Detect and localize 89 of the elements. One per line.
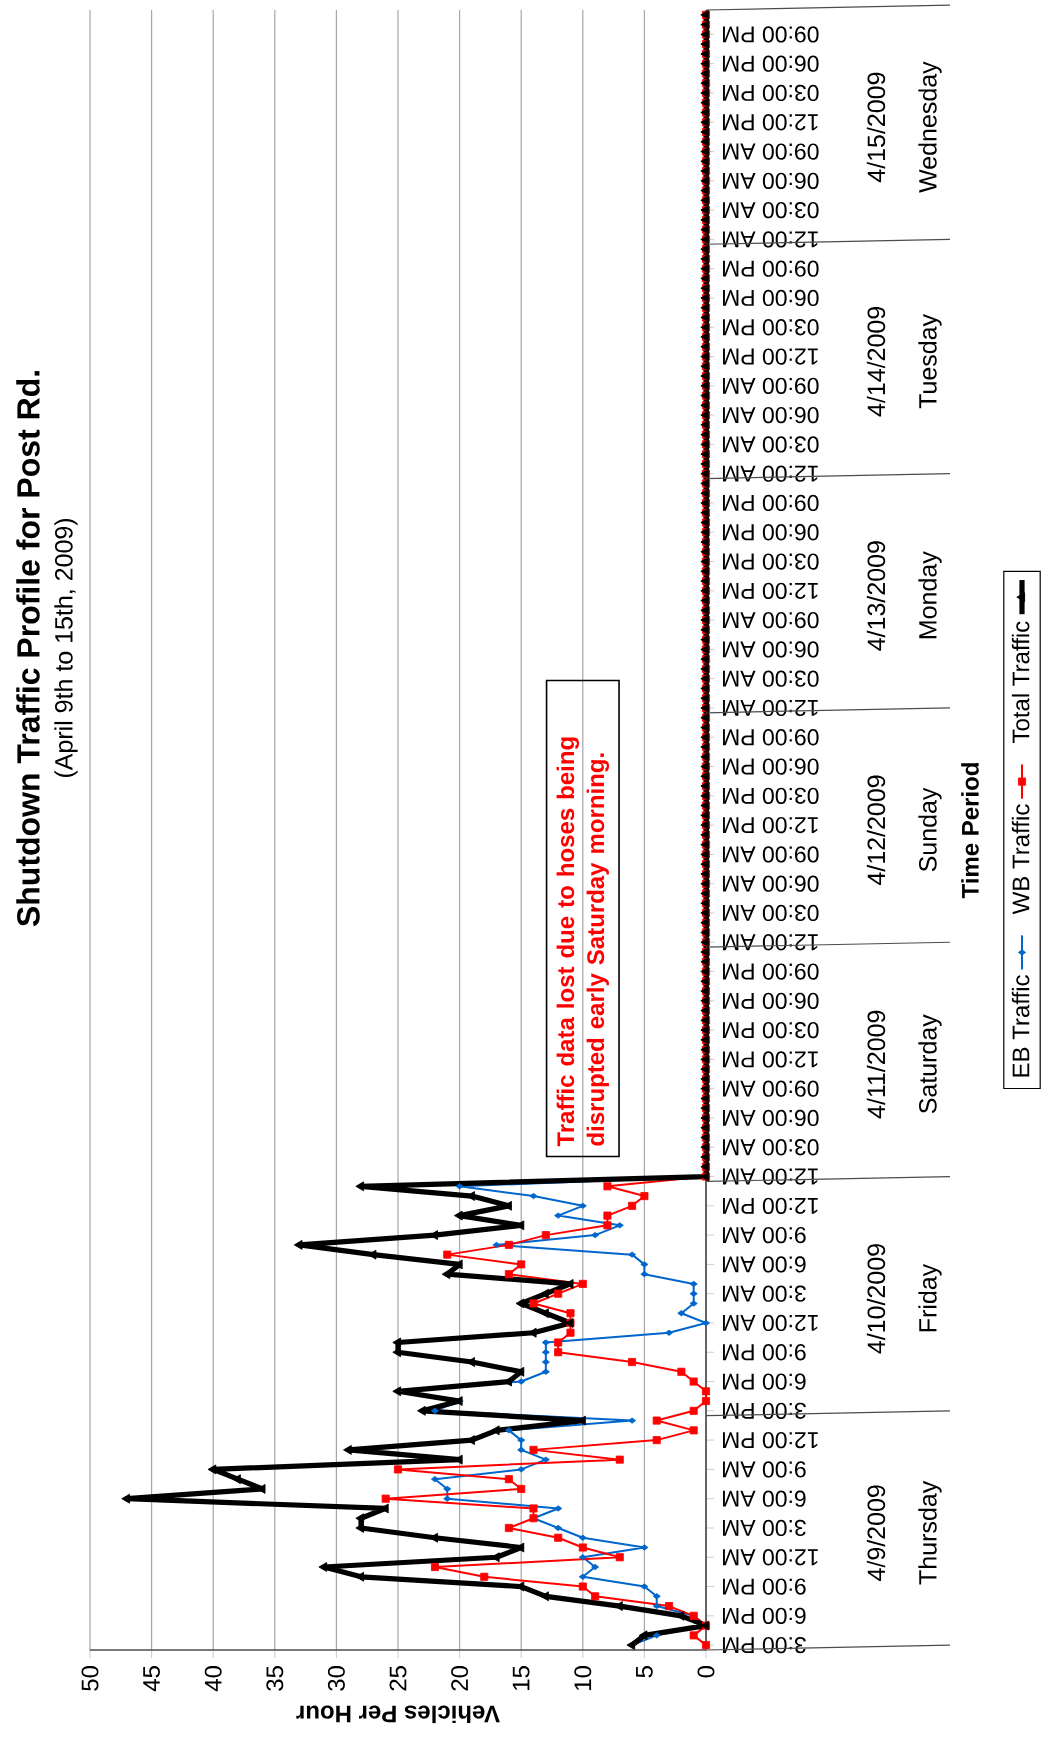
y-tick-label: 09:00 PM [723,494,819,512]
y-tick-label: 06:00 PM [723,992,819,1009]
y-tick-label: 06:00 PM [723,524,819,541]
y-tick-label: 03:00 AM [723,201,819,219]
x-tick-label: 25 [389,1666,407,1691]
text: 4/10/2009 [866,1244,886,1354]
y-tick-label: 12:00 AM [723,1314,818,1332]
y-tick-label: 9:00 AM [723,1226,806,1244]
text: 4/15/2009 [866,72,886,183]
y-tick-label: 03:00 PM [723,84,819,102]
x-tick-label: 15 [512,1666,530,1690]
y-tick-label: 12:00 AM [723,1549,818,1566]
y-tick-label: 09:00 PM [723,260,819,277]
legend-label: EB Traffic [1011,975,1030,1077]
y-tick-label: 06:00 AM [723,875,819,892]
y-tick-label: 03:00 AM [723,436,819,453]
y-tick-label: 06:00 AM [723,406,819,424]
y-tick-label: 9:00 PM [723,1578,806,1595]
y-tick-label: 3:00 AM [723,1285,806,1302]
y-tick-label: 6:00 PM [723,1607,806,1624]
y-tick-label: 3:00 PM [723,1636,806,1654]
x-axis-title: Vehicles Per Hour [296,1705,500,1724]
x-tick-label: 5 [636,1666,653,1678]
x-tick-label: 45 [143,1666,160,1692]
text: Thursday [918,1480,942,1585]
x-tick-label: 50 [81,1665,99,1691]
y-tick-label: 06:00 PM [723,55,819,72]
y-tick-label: 12:00 AM [723,231,818,248]
y-tick-label: 03:00 AM [723,670,819,687]
y-tick-label: 03:00 PM [723,553,819,570]
x-tick-label: 0 [697,1665,715,1678]
y-tick-label: 09:00 AM [723,1080,819,1097]
y-tick-label: 9:00 AM [723,1461,806,1478]
x-tick-label: 20 [451,1665,469,1691]
y-tick-label: 3:00 PM [723,1402,806,1419]
y-tick-label: 09:00 AM [723,611,819,629]
y-tick-label: 03:00 AM [723,1139,819,1156]
y-tick-label: 12:00 PM [723,816,818,834]
y-tick-label: 3:00 AM [723,1519,806,1537]
y-tick-label: 12:00 AM [723,1168,818,1185]
x-tick-label: 10 [574,1665,592,1690]
y-tick-label: 09:00 PM [723,963,819,980]
y-tick-label: 12:00 AM [723,699,818,717]
y-tick-label: 9:00 PM [723,1344,806,1361]
y-tick-label: 12:00 PM [723,1197,818,1214]
y-tick-label: 06:00 AM [723,641,819,658]
text: 4/12/2009 [866,775,886,886]
y-tick-label: 12:00 PM [723,1431,818,1449]
y-tick-label: 12:00 PM [723,582,818,599]
x-tick-label: 35 [266,1666,284,1691]
text: Saturday [918,1014,942,1114]
text: 4/11/2009 [866,1010,886,1119]
text: 4/9/2009 [866,1485,886,1581]
y-tick-label: 03:00 PM [723,319,819,336]
text: Sunday [918,787,942,872]
y-tick-label: 03:00 PM [723,1021,819,1039]
y-tick-label: 6:00 AM [723,1256,806,1273]
y-tick-label: 6:00 AM [723,1490,806,1507]
x-tick-label: 30 [327,1665,345,1691]
y-tick-label: 12:00 PM [723,114,818,131]
y-tick-label: 12:00 AM [723,934,818,951]
y-tick-label: 06:00 AM [723,1109,819,1127]
text: Monday [918,551,942,639]
text: 4/14/2009 [866,306,886,417]
y-tick-label: 06:00 PM [723,758,819,775]
x-tick-label: 40 [204,1665,222,1692]
y-tick-label: 09:00 AM [723,377,819,394]
text: Friday [918,1263,942,1332]
y-tick-label: 03:00 AM [723,904,819,922]
y-tick-label: 12:00 PM [723,348,818,365]
y-tick-label: 09:00 PM [723,729,819,746]
legend-label: Total Traffic [1011,621,1030,743]
text: Time Period [961,763,979,899]
y-tick-label: 06:00 PM [723,289,819,307]
y-tick-label: 09:00 AM [723,143,819,160]
y-tick-label: 12:00 PM [723,1051,818,1068]
text: Wednesday [918,61,942,193]
y-tick-label: 6:00 PM [723,1373,806,1390]
text: (April 9th to 15th, 2009) [54,518,78,778]
y-tick-label: 12:00 AM [723,465,818,482]
annotation: Traffic data lost due to hoses being disrupted early Saturday morning. [556,737,610,1147]
text: 4/13/2009 [866,541,886,651]
text: Shutdown Traffic Profile for Post Rd. [16,371,40,927]
y-tick-label: 09:00 AM [723,846,819,863]
legend-label: WB Traffic [1011,804,1030,915]
y-tick-label: 09:00 PM [723,26,819,43]
y-tick-label: 06:00 AM [723,172,819,189]
text: Tuesday [918,313,942,409]
y-tick-label: 03:00 PM [723,787,819,804]
